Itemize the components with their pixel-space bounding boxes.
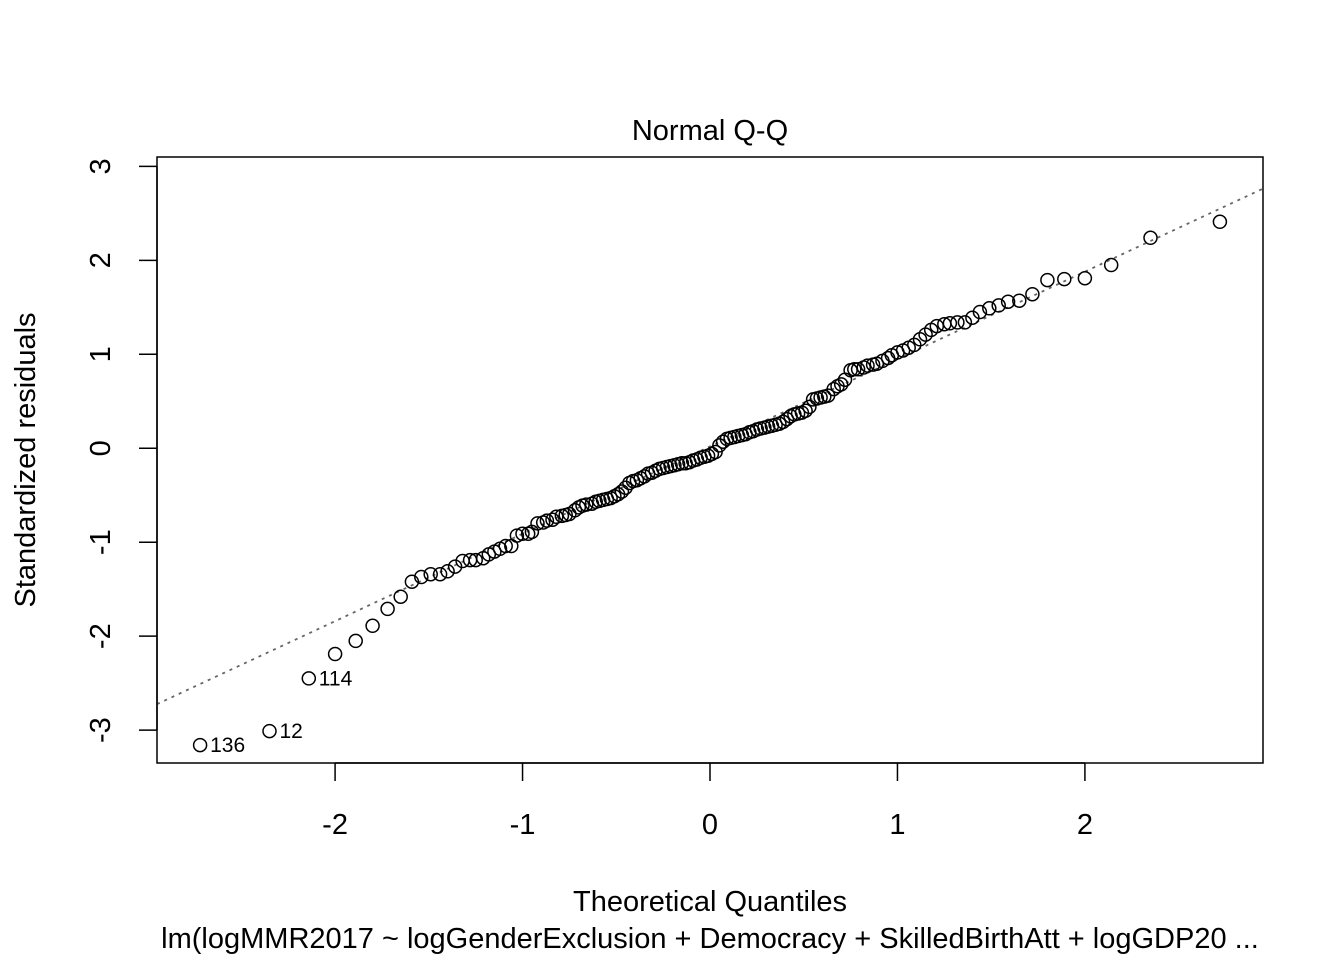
y-tick-label: 2 xyxy=(85,252,117,268)
data-point xyxy=(614,484,630,499)
data-point xyxy=(192,737,208,753)
y-tick-label: -3 xyxy=(85,717,117,743)
x-tick-label: 1 xyxy=(889,809,905,841)
x-axis: -2 -1 0 1 2 xyxy=(322,762,1093,841)
y-tick-label: 0 xyxy=(85,440,117,456)
data-point xyxy=(1040,272,1055,288)
data-point xyxy=(950,315,965,330)
data-point xyxy=(942,316,958,331)
data-point xyxy=(674,456,690,471)
points-group xyxy=(192,214,1228,753)
x-tick-label: -1 xyxy=(510,809,536,841)
data-point xyxy=(1012,293,1027,308)
data-point xyxy=(327,646,343,662)
data-point xyxy=(447,559,463,574)
data-point xyxy=(982,301,997,316)
data-point xyxy=(1057,271,1072,287)
y-tick-label: 3 xyxy=(85,158,117,174)
data-point xyxy=(539,513,555,528)
x-tick-label: -2 xyxy=(322,809,348,841)
data-point xyxy=(850,362,866,377)
data-point xyxy=(775,414,791,430)
y-axis: -3 -2 -1 0 1 2 3 xyxy=(85,158,158,743)
data-point xyxy=(826,381,841,397)
data-point xyxy=(798,403,813,418)
outlier-label: 136 xyxy=(210,734,245,757)
outlier-label: 12 xyxy=(280,720,303,743)
y-tick-label: 1 xyxy=(85,346,117,362)
data-point xyxy=(918,327,933,342)
y-tick-label: -1 xyxy=(85,529,117,555)
data-point xyxy=(468,552,483,568)
point-labels-group: 136 12 114 xyxy=(210,667,352,757)
data-point xyxy=(1143,230,1158,246)
x-axis-label: Theoretical Quantiles xyxy=(573,886,847,918)
data-point xyxy=(530,516,545,531)
data-point xyxy=(440,564,455,579)
data-point xyxy=(847,362,862,377)
data-point xyxy=(579,497,594,512)
reference-line-group xyxy=(156,187,1264,705)
outlier-label: 114 xyxy=(319,667,353,690)
data-point xyxy=(348,633,363,649)
data-point xyxy=(567,503,583,518)
data-point xyxy=(779,411,795,427)
x-tick-label: 0 xyxy=(702,809,718,841)
data-point xyxy=(1103,257,1119,273)
chart-title: Normal Q-Q xyxy=(632,115,788,147)
data-point xyxy=(860,358,875,373)
data-point xyxy=(432,566,448,582)
data-point xyxy=(637,469,652,484)
data-point xyxy=(802,399,817,415)
data-point xyxy=(498,538,513,554)
data-point xyxy=(365,618,380,634)
data-point xyxy=(380,601,395,617)
data-point xyxy=(1077,270,1093,286)
data-point xyxy=(262,723,277,739)
data-point xyxy=(957,315,973,330)
data-point xyxy=(423,566,438,582)
y-axis-label: Standardized residuals xyxy=(10,312,42,607)
data-point xyxy=(1025,286,1040,302)
data-point xyxy=(972,304,988,320)
data-point xyxy=(301,671,317,686)
data-point xyxy=(393,589,408,604)
data-point xyxy=(1000,294,1016,309)
x-tick-label: 2 xyxy=(1077,809,1093,841)
data-point xyxy=(833,377,849,392)
data-point xyxy=(404,574,420,589)
data-point xyxy=(414,569,429,585)
data-point xyxy=(515,526,530,542)
data-point xyxy=(545,512,560,527)
data-point xyxy=(991,298,1006,313)
y-tick-label: -2 xyxy=(85,623,117,649)
data-point xyxy=(509,528,525,543)
qq-reference-line xyxy=(156,187,1264,705)
model-formula: lm(logMMR2017 ~ logGenderExclusion + Dem… xyxy=(161,923,1259,955)
data-point xyxy=(1212,214,1228,230)
